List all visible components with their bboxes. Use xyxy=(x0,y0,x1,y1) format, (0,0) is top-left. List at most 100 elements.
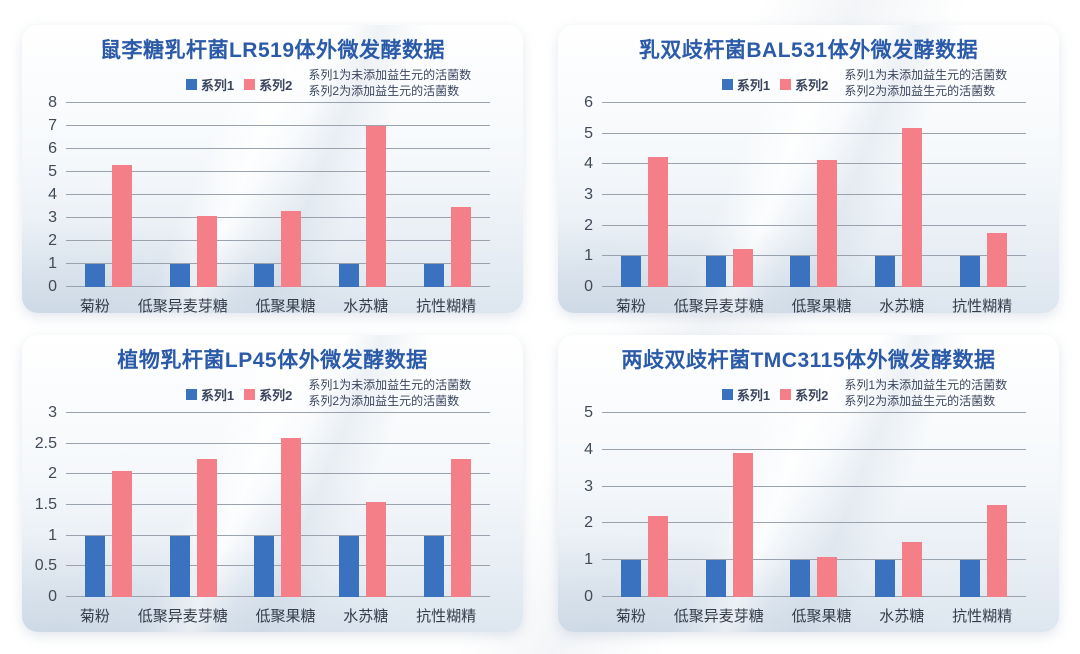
legend-item-series2: 系列2 xyxy=(780,385,828,404)
annotation-line-1: 系列1为未添加益生元的活菌数 xyxy=(308,68,472,83)
bar-系列1-抗性糊精 xyxy=(960,256,981,287)
x-axis-labels: 菊粉 低聚异麦芽糖 低聚果糖 水苏糖 抗性糊精 xyxy=(602,295,1026,313)
x-category-label: 低聚果糖 xyxy=(791,298,852,313)
bar-系列2-菊粉 xyxy=(111,165,132,287)
gridline xyxy=(66,217,490,218)
bar-group xyxy=(620,413,668,597)
bar-系列2-水苏糖 xyxy=(902,541,923,597)
y-tick-label: 5 xyxy=(48,163,57,180)
annotation-line-2: 系列2为添加益生元的活菌数 xyxy=(844,84,996,98)
legend-annotation: 系列1为未添加益生元的活菌数 系列2为添加益生元的活菌数 xyxy=(308,378,471,409)
gridline xyxy=(602,559,1026,561)
x-category-label: 低聚异麦芽糖 xyxy=(673,608,764,625)
y-tick-label: 1 xyxy=(584,551,593,569)
y-tick-label: 2.5 xyxy=(34,434,57,452)
bar-系列2-低聚异麦芽糖 xyxy=(196,459,217,597)
bar-group xyxy=(960,413,1008,597)
gridline xyxy=(602,255,1026,257)
gridline xyxy=(66,263,490,264)
gridline xyxy=(66,240,490,241)
x-category-label: 菊粉 xyxy=(79,608,110,625)
chart-card-bal531: 乳双歧杆菌BAL531体外微发酵数据 系列1 系列2 系列1为未添加益生元的活菌… xyxy=(558,25,1059,313)
x-category-label: 低聚异麦芽糖 xyxy=(137,298,228,313)
bar-group xyxy=(875,103,923,287)
gridline xyxy=(602,448,1026,450)
bar-系列1-菊粉 xyxy=(620,560,641,597)
chart-title: 植物乳杆菌LP45体外微发酵数据 xyxy=(117,349,428,372)
bar-系列1-抗性糊精 xyxy=(424,535,445,597)
y-tick-label: 1.5 xyxy=(34,496,57,513)
y-tick-label: 4 xyxy=(584,440,593,458)
x-axis-labels: 菊粉 低聚异麦芽糖 低聚果糖 水苏糖 抗性糊精 xyxy=(66,295,490,313)
bar-系列2-低聚异麦芽糖 xyxy=(196,215,217,287)
x-category-label: 抗性糊精 xyxy=(952,608,1013,625)
annotation-line-2: 系列2为添加益生元的活菌数 xyxy=(308,84,460,98)
x-category-label: 菊粉 xyxy=(615,608,646,625)
bar-系列2-菊粉 xyxy=(647,156,668,287)
chart-card-tmc3115: 两歧双歧杆菌TMC3115体外微发酵数据 系列1 系列2 系列1为未添加益生元的… xyxy=(558,335,1059,632)
gridline xyxy=(66,194,490,195)
bar-group xyxy=(424,103,472,287)
gridline xyxy=(66,442,490,444)
legend-annotation: 系列1为未添加益生元的活菌数 系列2为添加益生元的活菌数 xyxy=(308,68,471,99)
x-category-label: 抗性糊精 xyxy=(416,608,477,625)
x-category-label: 抗性糊精 xyxy=(952,298,1013,313)
series2-swatch-icon xyxy=(780,78,792,90)
y-tick-label: 2 xyxy=(48,465,57,483)
x-category-label: 低聚果糖 xyxy=(791,608,852,625)
y-tick-label: 3 xyxy=(584,186,593,203)
legend-label: 系列1 xyxy=(200,77,235,93)
series1-swatch-icon xyxy=(721,388,733,400)
y-tick-label: 0 xyxy=(584,278,593,295)
bar-系列2-低聚异麦芽糖 xyxy=(732,248,753,287)
bars-layer xyxy=(66,103,490,287)
gridline xyxy=(66,412,490,413)
chart-title: 两歧双歧杆菌TMC3115体外微发酵数据 xyxy=(621,349,996,372)
annotation-line-2: 系列2为添加益生元的活菌数 xyxy=(844,394,996,408)
bars-layer xyxy=(66,413,490,597)
series2-swatch-icon xyxy=(244,388,256,400)
legend: 系列1 系列2 系列1为未添加益生元的活菌数 系列2为添加益生元的活菌数 xyxy=(78,377,523,411)
gridline xyxy=(602,132,1026,134)
y-tick-label: 0 xyxy=(48,278,57,295)
plot-area: 3 2.5 2 1.5 1 0.5 0 xyxy=(35,404,490,605)
bar-系列1-低聚异麦芽糖 xyxy=(169,264,190,287)
y-tick-label: 5 xyxy=(584,404,593,421)
legend-item-series2: 系列2 xyxy=(780,75,828,94)
bar-系列1-低聚果糖 xyxy=(254,264,275,287)
legend: 系列1 系列2 系列1为未添加益生元的活菌数 系列2为添加益生元的活菌数 xyxy=(78,67,523,101)
series1-swatch-icon xyxy=(185,78,197,90)
gridline xyxy=(66,286,490,287)
legend-annotation: 系列1为未添加益生元的活菌数 系列2为添加益生元的活菌数 xyxy=(844,378,1007,409)
bar-系列2-低聚果糖 xyxy=(817,556,838,597)
y-tick-label: 4 xyxy=(584,155,593,173)
x-axis-labels: 菊粉 低聚异麦芽糖 低聚果糖 水苏糖 抗性糊精 xyxy=(66,605,490,626)
legend-item-series1: 系列1 xyxy=(185,385,234,404)
bar-系列2-低聚果糖 xyxy=(281,211,302,287)
gridline xyxy=(66,596,490,597)
legend-label: 系列1 xyxy=(736,77,771,93)
x-category-label: 水苏糖 xyxy=(343,298,389,313)
bar-系列1-水苏糖 xyxy=(875,256,896,287)
bar-系列2-水苏糖 xyxy=(902,127,923,287)
y-tick-label: 3 xyxy=(48,404,57,421)
gridline xyxy=(602,224,1026,226)
gridline xyxy=(602,596,1026,597)
x-category-label: 低聚果糖 xyxy=(255,298,316,313)
bar-系列2-低聚果糖 xyxy=(817,159,838,287)
bar-系列2-低聚异麦芽糖 xyxy=(732,453,753,597)
y-tick-label: 1 xyxy=(48,255,57,272)
y-tick-label: 0 xyxy=(584,588,593,605)
gridline xyxy=(66,473,490,475)
y-tick-label: 2 xyxy=(584,216,593,234)
bars-layer xyxy=(602,103,1026,287)
x-category-label: 低聚异麦芽糖 xyxy=(137,608,228,625)
bar-group xyxy=(84,103,132,287)
bar-系列1-抗性糊精 xyxy=(960,560,981,597)
y-tick-label: 1 xyxy=(584,247,593,265)
series2-swatch-icon xyxy=(244,78,256,90)
bar-系列1-低聚果糖 xyxy=(254,535,275,597)
x-category-label: 水苏糖 xyxy=(879,298,925,313)
gridline xyxy=(602,163,1026,165)
gridline xyxy=(602,412,1026,413)
